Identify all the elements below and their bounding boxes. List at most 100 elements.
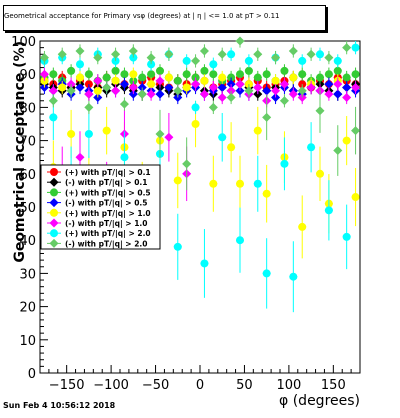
data-point (200, 259, 209, 268)
data-point (235, 79, 245, 89)
data-point (155, 129, 165, 139)
data-point (280, 159, 289, 168)
data-point (306, 82, 316, 92)
data-point (306, 49, 316, 59)
legend-marker (49, 238, 59, 248)
y-tick-label: 70 (19, 135, 36, 150)
y-tick-label: 80 (19, 101, 36, 116)
data-point (253, 179, 262, 188)
data-point (271, 76, 280, 85)
data-point (93, 53, 103, 63)
data-point (333, 56, 342, 65)
legend-label: (-) with pT/|q| > 0.1 (65, 178, 147, 188)
chart-title: Geometrical acceptance for Primary vsφ (… (4, 12, 280, 20)
data-point (191, 103, 200, 112)
data-point (298, 56, 307, 65)
x-tick-label: 150 (321, 378, 346, 393)
data-point (164, 82, 174, 92)
data-point (156, 66, 164, 75)
data-point (244, 86, 254, 96)
data-point (324, 206, 333, 215)
data-point (333, 146, 343, 156)
data-point (49, 70, 58, 79)
data-point (164, 132, 174, 142)
data-point (333, 79, 343, 89)
x-axis-label: φ (degrees) (279, 393, 360, 409)
y-tick-label: 20 (19, 301, 36, 316)
data-point (39, 53, 49, 63)
data-point (173, 242, 182, 251)
y-tick-label: 50 (19, 201, 36, 216)
data-point (227, 143, 236, 152)
legend-marker (50, 229, 58, 238)
data-point (67, 129, 76, 138)
data-point (102, 73, 111, 82)
data-point (93, 76, 103, 86)
data-point (173, 176, 182, 185)
data-point (129, 70, 138, 79)
legend-label: (-) with pT/|q| > 0.5 (65, 199, 147, 209)
data-point (155, 89, 165, 99)
data-point (173, 76, 182, 85)
data-point (262, 86, 272, 96)
legend-label: (+) with pT/|q| > 2.0 (65, 229, 151, 239)
data-point (146, 53, 156, 63)
data-point (137, 89, 147, 99)
data-point (217, 92, 227, 102)
data-point (76, 60, 84, 69)
data-point (307, 143, 316, 152)
data-point (244, 56, 253, 65)
data-point (235, 36, 245, 46)
legend-marker (50, 208, 58, 217)
x-tick-label: −100 (93, 378, 129, 393)
data-point (49, 113, 58, 122)
data-point (155, 76, 165, 86)
data-point (75, 82, 85, 92)
data-point (298, 70, 307, 79)
x-tick-label: −50 (142, 378, 169, 393)
data-point (271, 53, 281, 63)
data-point (84, 102, 94, 112)
data-point (208, 102, 218, 112)
data-point (57, 49, 67, 59)
data-point (262, 189, 271, 198)
data-point (279, 96, 289, 106)
title-box: Geometrical acceptance for Primary vsφ (… (3, 5, 326, 31)
data-point (244, 66, 253, 75)
data-point (316, 73, 324, 82)
data-point (289, 73, 298, 82)
legend-label: (-) with pT/|q| > 2.0 (65, 239, 147, 249)
data-point (182, 70, 191, 79)
data-point (342, 43, 352, 53)
data-point (48, 96, 58, 106)
data-point (218, 133, 227, 142)
data-point (138, 73, 147, 82)
data-point (58, 83, 67, 92)
data-point (182, 56, 191, 65)
data-point (351, 70, 360, 79)
data-point (236, 236, 244, 245)
data-point (253, 82, 263, 92)
y-tick-label: 30 (19, 267, 36, 282)
data-point (316, 169, 324, 178)
x-tick-label: 50 (236, 378, 253, 393)
data-point (191, 79, 201, 89)
data-point (119, 79, 129, 89)
data-point (262, 269, 271, 278)
legend-label: (+) with pT/|q| > 0.1 (65, 168, 151, 178)
data-point (147, 80, 156, 89)
data-point (289, 272, 298, 281)
data-point (342, 232, 351, 241)
data-point (67, 66, 76, 75)
data-point (262, 112, 272, 122)
data-point (146, 89, 156, 99)
legend-marker (50, 188, 58, 197)
data-point (217, 49, 227, 59)
data-point (191, 120, 200, 128)
data-point (324, 89, 334, 99)
data-point (191, 56, 201, 66)
x-tick-label: 0 (196, 378, 204, 393)
data-point (315, 106, 325, 116)
data-point (333, 66, 342, 75)
data-point (288, 89, 298, 99)
